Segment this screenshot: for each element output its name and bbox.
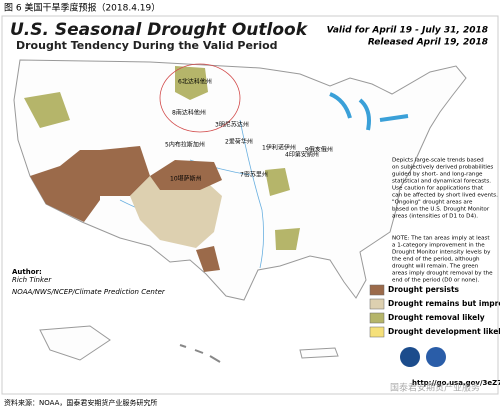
description-line: statistical and dynamical forecasts. — [392, 179, 491, 185]
state-label: 2爱荷华州 — [225, 138, 253, 146]
region-persist-tx — [196, 246, 220, 272]
us-outline — [13, 59, 467, 301]
caption: 图 6 美国干旱季度预报（2018.4.19） — [4, 2, 160, 14]
state-label: 10堪萨斯州 — [170, 175, 202, 183]
state-label: 6北达科他州 — [178, 78, 212, 86]
region-removal-nd — [175, 66, 208, 100]
url: http://go.usa.gov/3eZ73 — [412, 379, 500, 387]
region-improve-south — [130, 176, 222, 248]
source: 资料来源：NOAA，国泰君安期货产业服务研究所 — [4, 398, 157, 407]
legend-swatch — [369, 312, 385, 324]
description-line: areas (intensities of D1 to D4). — [392, 214, 478, 220]
note-line: the end of the period, although — [392, 257, 480, 263]
state-label: 7密苏里州 — [240, 171, 268, 179]
subtitle: Drought Tendency During the Valid Period — [16, 39, 278, 52]
description-line: Depicts large-scale trends based — [392, 158, 484, 164]
note-line: areas imply drought removal by the — [392, 271, 493, 277]
region-persist-plains — [150, 160, 222, 190]
logo-noaa — [400, 347, 420, 367]
puerto-rico — [299, 347, 339, 359]
state-label: 4印第安纳州 — [285, 151, 319, 159]
watermark: 国泰君安期货产业服务 — [390, 382, 480, 394]
region-removal-nw — [24, 92, 70, 128]
state-label: 8南达科他州 — [172, 109, 206, 117]
description-line: "Ongoing" drought areas are — [392, 200, 473, 206]
state-label: 9俄亥俄州 — [305, 146, 333, 154]
legend-swatch — [369, 284, 385, 296]
legend-label: Drought development likely — [388, 327, 500, 336]
author-name: Rich Tinker — [12, 276, 52, 284]
hawaii — [179, 344, 221, 363]
note-line: NOTE: The tan areas imply at least — [392, 236, 490, 242]
state-label: 1伊利诺伊州 — [262, 144, 296, 152]
legend-swatch — [369, 326, 385, 338]
legend-label: Drought persists — [388, 285, 460, 294]
valid-dates: Valid for April 19 - July 31, 2018 — [327, 26, 488, 36]
region-removal-se — [265, 168, 300, 250]
description-line: Use caution for applications that — [392, 186, 484, 192]
title: U.S. Seasonal Drought Outlook — [10, 20, 309, 40]
logo-nws — [426, 347, 446, 367]
highlight-circle — [159, 63, 241, 133]
state-label: 3明尼苏达州 — [215, 121, 249, 129]
legend-label: Drought remains but improves — [388, 299, 500, 308]
legend-swatch — [369, 298, 385, 310]
description-line: based on the U.S. Drought Monitor — [392, 207, 490, 213]
note-line: a 1-category improvement in the — [392, 243, 485, 249]
great-lakes — [329, 92, 409, 131]
state-labels: 6北达科他州 8南达科他州 3明尼苏达州 5内布拉斯加州 2爱荷华州 1伊利诺伊州4印第安… — [165, 78, 333, 183]
description-line: on subjectively derived probabilities — [392, 165, 493, 171]
note-line: drought will remain. The green — [392, 264, 479, 270]
legend: Drought persists Drought remains but impr… — [369, 284, 500, 338]
description-line: guided by short- and long-range — [392, 172, 483, 178]
state-label: 5内布拉斯加州 — [165, 141, 205, 149]
released-date: Released April 19, 2018 — [368, 38, 488, 48]
region-persist-sw — [30, 146, 150, 222]
description-line: can be affected by short lived events. — [392, 193, 498, 199]
alaska — [39, 325, 111, 361]
note-line: end of the period (D0 or none). — [392, 278, 480, 284]
note-line: Drought Monitor intensity levels by — [392, 250, 491, 256]
author-org: NOAA/NWS/NCEP/Climate Prediction Center — [12, 288, 166, 296]
legend-label: Drought removal likely — [388, 313, 485, 322]
author-label: Author: — [12, 268, 42, 276]
